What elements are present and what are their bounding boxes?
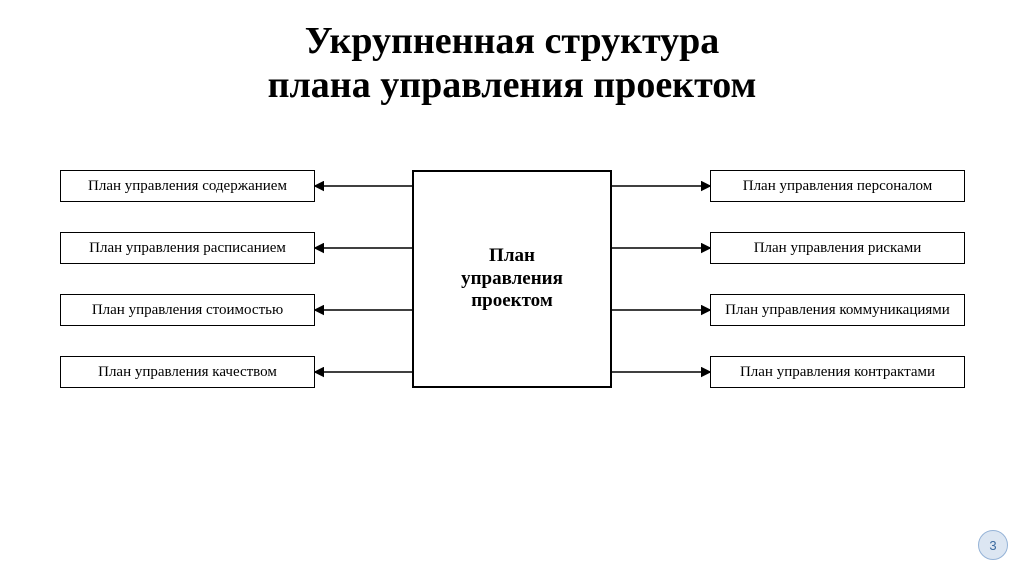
title-line-2: плана управления проектом	[0, 64, 1024, 108]
diagram-area: Плануправленияпроектом План управления с…	[0, 155, 1024, 495]
left-box: План управления расписанием	[60, 232, 315, 264]
left-box: План управления стоимостью	[60, 294, 315, 326]
page-title: Укрупненная структура плана управления п…	[0, 0, 1024, 107]
right-box-label: План управления коммуникациями	[725, 302, 950, 319]
right-box-label: План управления персоналом	[743, 178, 933, 195]
right-box: План управления контрактами	[710, 356, 965, 388]
right-box-label: План управления рисками	[754, 240, 922, 257]
left-box-label: План управления расписанием	[89, 240, 286, 257]
page-number-badge: 3	[978, 530, 1008, 560]
right-box: План управления персоналом	[710, 170, 965, 202]
right-box: План управления рисками	[710, 232, 965, 264]
left-box-label: План управления содержанием	[88, 178, 287, 195]
right-box-label: План управления контрактами	[740, 364, 935, 381]
left-box-label: План управления стоимостью	[92, 302, 283, 319]
right-box: План управления коммуникациями	[710, 294, 965, 326]
center-node-label: Плануправленияпроектом	[461, 245, 563, 313]
left-box-label: План управления качеством	[98, 364, 277, 381]
left-box: План управления содержанием	[60, 170, 315, 202]
page-number-label: 3	[989, 538, 996, 553]
center-node: Плануправленияпроектом	[412, 170, 612, 388]
title-line-1: Укрупненная структура	[0, 20, 1024, 64]
left-box: План управления качеством	[60, 356, 315, 388]
